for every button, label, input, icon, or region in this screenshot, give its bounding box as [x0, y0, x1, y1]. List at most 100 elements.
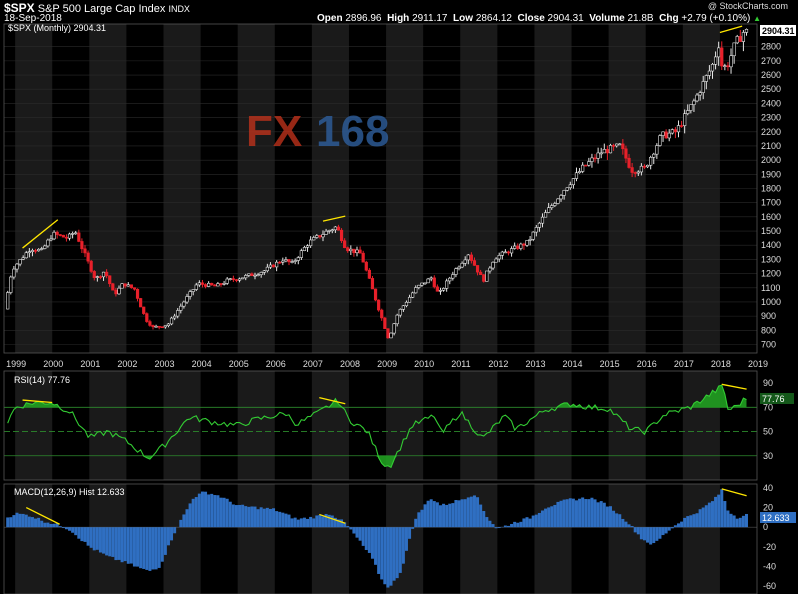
price-candle — [275, 260, 279, 272]
macd-bar — [479, 504, 483, 528]
macd-bar — [482, 511, 486, 528]
macd-bar — [488, 520, 492, 528]
price-candle — [500, 250, 504, 260]
macd-bar — [460, 499, 464, 528]
macd-bar — [497, 527, 501, 529]
price-candle — [265, 263, 269, 273]
rsi-tick-50: 50 — [763, 427, 773, 437]
candle-body — [547, 207, 551, 213]
price-candle — [414, 285, 418, 294]
macd-bar — [247, 506, 251, 528]
macd-bar — [49, 524, 53, 528]
macd-bar — [704, 505, 708, 528]
candle-body — [556, 198, 560, 204]
price-candle — [655, 143, 659, 159]
price-candle — [312, 235, 316, 241]
candle-body — [27, 251, 31, 254]
price-candle — [299, 248, 303, 261]
candle-body — [621, 143, 625, 150]
candle-body — [135, 288, 140, 299]
price-candle — [667, 129, 671, 142]
candle-body — [52, 231, 56, 240]
price-candle — [658, 134, 662, 147]
price-candle — [9, 275, 13, 295]
candle-body — [191, 289, 195, 292]
price-candle — [27, 248, 31, 258]
price-candle — [336, 224, 341, 231]
candle-body — [287, 259, 291, 263]
macd-bar — [219, 497, 223, 528]
candle-body — [630, 167, 634, 173]
x-axis-strip — [0, 355, 798, 371]
candle-body — [74, 232, 78, 235]
price-tick-1500: 1500 — [761, 226, 781, 236]
price-candle — [744, 28, 749, 36]
candle-body — [352, 248, 356, 254]
price-candle — [642, 164, 647, 169]
price-candle — [290, 259, 294, 264]
candle-body — [448, 277, 452, 282]
macd-bar — [621, 518, 625, 528]
macd-bar — [605, 506, 609, 528]
price-candle — [386, 328, 390, 339]
macd-bar — [485, 517, 489, 528]
x-tick-1999: 1999 — [6, 359, 26, 369]
candle-body — [676, 125, 681, 133]
macd-bar — [392, 527, 396, 581]
macd-bar — [454, 500, 458, 528]
macd-bar — [723, 501, 727, 528]
candle-body — [46, 239, 50, 247]
price-tick-2200: 2200 — [761, 127, 781, 137]
price-badge: 2904.31 — [762, 26, 795, 36]
price-candle — [550, 203, 554, 210]
candle-body — [185, 296, 189, 303]
macd-bar — [179, 519, 183, 528]
candle-body — [129, 284, 133, 288]
price-tick-1300: 1300 — [761, 254, 781, 264]
macd-bar — [309, 516, 313, 528]
price-candle — [225, 277, 229, 285]
price-candle — [349, 245, 353, 255]
candle-body — [339, 229, 344, 242]
price-candle — [509, 246, 514, 257]
price-candle — [92, 270, 96, 281]
macd-bar — [173, 527, 177, 534]
candle-body — [407, 296, 412, 303]
macd-bar — [290, 518, 294, 528]
price-candle — [584, 164, 588, 167]
macd-bar — [108, 527, 112, 557]
candle-body — [120, 283, 124, 289]
candle-body — [290, 261, 294, 263]
candle-body — [414, 287, 418, 294]
price-tick-1400: 1400 — [761, 240, 781, 250]
price-candle — [618, 143, 622, 146]
macd-bar — [74, 527, 78, 536]
price-candle — [516, 243, 520, 250]
candle-body — [132, 287, 137, 290]
candle-body — [738, 36, 742, 42]
year-band-2017-rsi — [682, 371, 720, 480]
price-candle — [494, 257, 498, 263]
price-candle — [358, 246, 362, 254]
macd-bar — [534, 514, 538, 528]
price-candle — [689, 104, 693, 114]
candle-body — [111, 283, 115, 291]
candle-body — [618, 143, 622, 146]
candle-body — [683, 113, 687, 126]
price-candle — [321, 230, 325, 242]
price-candle — [417, 284, 421, 290]
macd-bar — [83, 527, 87, 542]
price-candle — [364, 260, 368, 272]
macd-bar — [417, 512, 421, 528]
candle-body — [593, 157, 597, 160]
price-candle — [287, 259, 291, 266]
price-candle — [599, 147, 603, 159]
macd-bar — [330, 515, 334, 528]
candle-body — [633, 172, 637, 174]
x-tick-2004: 2004 — [192, 359, 212, 369]
macd-bar — [358, 527, 362, 541]
candle-body — [420, 282, 424, 286]
macd-bar — [710, 501, 714, 528]
candle-body — [636, 171, 640, 174]
macd-bar — [361, 527, 365, 546]
